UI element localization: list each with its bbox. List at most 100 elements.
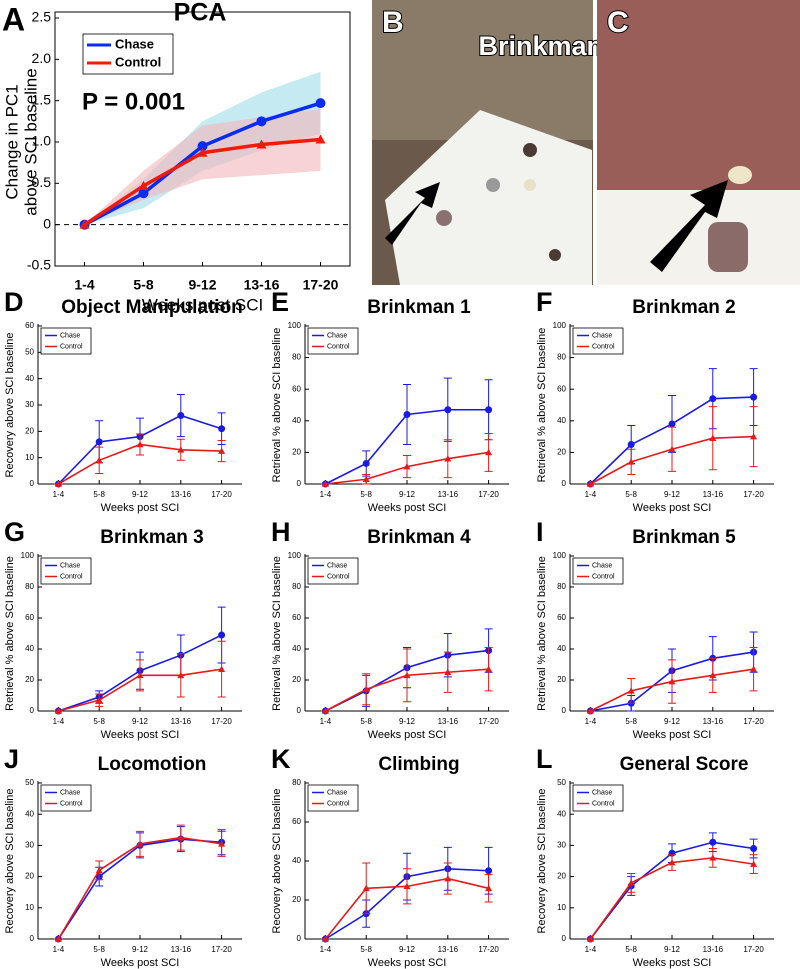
y-tick-label: 30 bbox=[557, 841, 566, 850]
y-tick-label: 20 bbox=[292, 448, 301, 457]
marker bbox=[54, 707, 62, 714]
y-tick-label: 100 bbox=[553, 321, 567, 330]
marker bbox=[138, 180, 149, 190]
y-tick-label: 10 bbox=[557, 903, 566, 912]
x-tick-label: 13-16 bbox=[171, 490, 192, 499]
y-tick-label: -0.5 bbox=[27, 257, 51, 273]
panel-letter: C bbox=[607, 6, 629, 39]
x-tick-label: 1-4 bbox=[53, 945, 65, 954]
y-tick-label: 60 bbox=[557, 384, 566, 393]
x-tick-label: 9-12 bbox=[664, 490, 681, 499]
y-tick-label: 50 bbox=[25, 778, 34, 787]
y-tick-label: 50 bbox=[557, 778, 566, 787]
legend-label: Chase bbox=[60, 562, 80, 569]
legend-box bbox=[307, 784, 359, 812]
y-tick-label: 50 bbox=[25, 347, 34, 356]
x-tick-label: 5-8 bbox=[625, 490, 637, 499]
legend-label: Control bbox=[60, 800, 83, 807]
legend-label: Chase bbox=[592, 332, 612, 339]
chart-title: Brinkman 1 bbox=[367, 297, 471, 318]
y-tick-label: 60 bbox=[25, 321, 34, 330]
x-axis-label: Weeks post SCI bbox=[633, 502, 712, 514]
x-tick-label: 9-12 bbox=[188, 277, 216, 293]
x-tick-label: 13-16 bbox=[244, 277, 280, 293]
board bbox=[597, 190, 800, 285]
y-tick-label: 0 bbox=[297, 706, 302, 715]
well bbox=[523, 143, 537, 157]
legend-box bbox=[572, 327, 624, 355]
marker bbox=[668, 445, 676, 453]
y-axis-label: Retrieval % above SCI baseline bbox=[271, 556, 283, 711]
chart-title: Brinkman 5 bbox=[632, 527, 736, 548]
chart-title: Climbing bbox=[378, 754, 459, 775]
legend-box bbox=[572, 557, 624, 585]
marker bbox=[136, 671, 144, 679]
legend-label: Chase bbox=[60, 332, 80, 339]
x-tick-label: 5-8 bbox=[360, 490, 372, 499]
x-tick-label: 5-8 bbox=[133, 277, 153, 293]
y-tick-label: 100 bbox=[288, 551, 302, 560]
marker bbox=[750, 393, 758, 401]
panel-letter: I bbox=[536, 517, 544, 547]
marker bbox=[586, 480, 594, 487]
x-tick-label: 13-16 bbox=[703, 490, 724, 499]
marker bbox=[177, 412, 185, 420]
y-tick-label: 40 bbox=[25, 374, 34, 383]
y-tick-label: 20 bbox=[292, 895, 301, 904]
x-tick-label: 1-4 bbox=[585, 490, 597, 499]
marker bbox=[218, 665, 226, 672]
chart-title: General Score bbox=[620, 754, 749, 775]
marker bbox=[709, 671, 717, 679]
marker bbox=[485, 448, 493, 456]
marker bbox=[315, 134, 326, 144]
legend-box bbox=[82, 33, 174, 75]
x-tick-label: 1-4 bbox=[53, 717, 65, 726]
y-axis-label: Recovery above SCI baseline bbox=[4, 789, 16, 934]
x-tick-label: 17-20 bbox=[743, 945, 764, 954]
panel-letter: D bbox=[4, 287, 24, 317]
panel-letter: A bbox=[2, 1, 25, 37]
y-tick-label: 20 bbox=[292, 675, 301, 684]
legend-label: Control bbox=[592, 343, 615, 350]
y-tick-label: 80 bbox=[557, 353, 566, 362]
x-tick-label: 9-12 bbox=[132, 717, 149, 726]
y-tick-label: 40 bbox=[25, 809, 34, 818]
marker bbox=[750, 845, 758, 853]
legend-label: Chase bbox=[592, 562, 612, 569]
x-axis-label: Weeks post SCI bbox=[368, 957, 447, 969]
y-tick-label: 1.5 bbox=[32, 91, 52, 107]
x-tick-label: 9-12 bbox=[132, 490, 149, 499]
y-tick-label: 0 bbox=[30, 934, 35, 943]
x-tick-label: 17-20 bbox=[211, 945, 232, 954]
marker bbox=[95, 696, 103, 703]
marker bbox=[627, 687, 635, 694]
x-tick-label: 13-16 bbox=[703, 945, 724, 954]
y-tick-label: 20 bbox=[25, 872, 34, 881]
legend-label: Chase bbox=[327, 789, 347, 796]
well bbox=[549, 249, 561, 261]
marker bbox=[750, 665, 758, 672]
x-tick-label: 17-20 bbox=[211, 490, 232, 499]
x-tick-label: 17-20 bbox=[743, 490, 764, 499]
x-axis-label: Weeks post SCI bbox=[101, 502, 180, 514]
marker bbox=[136, 441, 144, 448]
x-tick-label: 13-16 bbox=[438, 490, 459, 499]
panel-letter: F bbox=[536, 287, 553, 317]
x-axis-label: Weeks post SCI bbox=[633, 729, 712, 741]
y-tick-label: 80 bbox=[292, 353, 301, 362]
y-tick-label: 80 bbox=[557, 582, 566, 591]
marker bbox=[362, 685, 370, 693]
y-axis-label: Retrieval % above SCI baseline bbox=[271, 328, 283, 483]
y-tick-label: 80 bbox=[25, 582, 34, 591]
legend-label: Control bbox=[115, 54, 161, 69]
marker bbox=[79, 219, 90, 229]
marker bbox=[197, 141, 208, 152]
marker bbox=[485, 867, 493, 875]
marker bbox=[403, 410, 411, 418]
marker bbox=[256, 116, 267, 127]
marker bbox=[485, 665, 493, 672]
y-tick-label: 10 bbox=[25, 453, 34, 462]
marker bbox=[362, 459, 370, 467]
panel-letter: J bbox=[4, 744, 19, 774]
well bbox=[524, 179, 536, 191]
